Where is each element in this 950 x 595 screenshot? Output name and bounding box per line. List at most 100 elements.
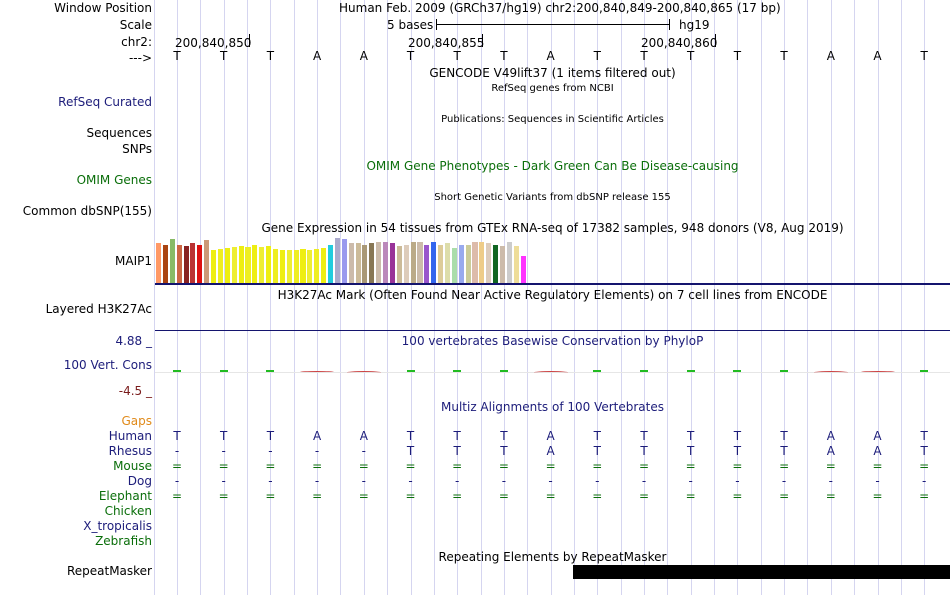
gtex-track-title[interactable]: Gene Expression in 54 tissues from GTEx … xyxy=(261,221,844,235)
gtex-tissue-bar[interactable] xyxy=(266,246,272,283)
alignment-base: T xyxy=(406,444,415,458)
alignment-base: - xyxy=(455,474,460,488)
gtex-tissue-bar[interactable] xyxy=(286,250,292,283)
species-label-dog[interactable]: Dog xyxy=(127,474,152,488)
species-label-rhesus[interactable]: Rhesus xyxy=(108,444,152,458)
gtex-tissue-bar[interactable] xyxy=(293,250,299,283)
gtex-tissue-bar[interactable] xyxy=(383,242,389,283)
gtex-tissue-bar[interactable] xyxy=(334,238,340,283)
gtex-tissue-bar[interactable] xyxy=(190,243,196,283)
gtex-tissue-bar[interactable] xyxy=(204,240,210,283)
gtex-tissue-bar[interactable] xyxy=(224,248,230,283)
gtex-tissue-bar[interactable] xyxy=(500,246,506,283)
gtex-tissue-bar[interactable] xyxy=(479,242,485,283)
alignment-base: A xyxy=(312,429,322,443)
gtex-tissue-bar[interactable] xyxy=(438,245,444,283)
gtex-tissue-bar[interactable] xyxy=(183,246,189,283)
gtex-tissue-bar[interactable] xyxy=(162,245,168,283)
strand-arrow-label[interactable]: ---> xyxy=(128,51,152,65)
gtex-tissue-bar[interactable] xyxy=(156,243,162,283)
gtex-tissue-bar[interactable] xyxy=(403,245,409,283)
gtex-tissue-bar[interactable] xyxy=(369,243,375,283)
track-label-snps[interactable]: SNPs xyxy=(122,142,152,156)
h3k27ac-track-title[interactable]: H3K27Ac Mark (Often Found Near Active Re… xyxy=(277,288,828,302)
gtex-tissue-bar[interactable] xyxy=(231,247,237,283)
track-label-omim[interactable]: OMIM Genes xyxy=(76,173,152,187)
gtex-tissue-bar[interactable] xyxy=(520,256,526,283)
gtex-tissue-bar[interactable] xyxy=(362,245,368,283)
track-label-dbsnp[interactable]: Common dbSNP(155) xyxy=(22,204,152,218)
species-label-xtropicalis[interactable]: X_tropicalis xyxy=(83,519,152,533)
gtex-tissue-bar[interactable] xyxy=(410,242,416,283)
track-label-refseq[interactable]: RefSeq Curated xyxy=(58,95,152,109)
gtex-tissue-bar[interactable] xyxy=(169,239,175,283)
gtex-tissue-bar[interactable] xyxy=(472,242,478,283)
gtex-tissue-bar[interactable] xyxy=(444,243,451,283)
gtex-tissue-bar[interactable] xyxy=(486,243,492,283)
gtex-tissue-bar[interactable] xyxy=(506,242,512,283)
track-label-sequences[interactable]: Sequences xyxy=(86,126,152,140)
publications-track-title[interactable]: Publications: Sequences in Scientific Ar… xyxy=(441,114,664,125)
gtex-tissue-bar[interactable] xyxy=(389,243,395,283)
multiz-track-title[interactable]: Multiz Alignments of 100 Vertebrates xyxy=(440,400,665,414)
gtex-tissue-bar[interactable] xyxy=(451,248,457,283)
gtex-tissue-bar[interactable] xyxy=(252,245,258,283)
gtex-tissue-bar[interactable] xyxy=(272,249,279,283)
gtex-tissue-bar[interactable] xyxy=(259,247,265,283)
gtex-tissue-bar[interactable] xyxy=(396,246,402,283)
gtex-tissue-bar[interactable] xyxy=(300,249,306,283)
species-label-human[interactable]: Human xyxy=(108,429,152,443)
phylop-track-title[interactable]: 100 vertebrates Basewise Conservation by… xyxy=(401,334,704,348)
guide-line xyxy=(807,0,808,595)
species-label-elephant[interactable]: Elephant xyxy=(98,489,152,503)
refseq-track-description: RefSeq genes from NCBI xyxy=(491,83,614,94)
species-label-mouse[interactable]: Mouse xyxy=(113,459,152,473)
track-label-vert-cons[interactable]: 100 Vert. Cons xyxy=(63,358,152,372)
base-letter: T xyxy=(593,49,601,63)
gtex-tissue-bar[interactable] xyxy=(328,245,334,283)
gtex-tissue-bar[interactable] xyxy=(176,245,182,283)
guide-line xyxy=(364,0,365,595)
gtex-tissue-bar[interactable] xyxy=(341,239,347,283)
gtex-tissue-bar[interactable] xyxy=(279,250,285,283)
gtex-tissue-bar[interactable] xyxy=(431,242,437,283)
repeatmasker-element[interactable] xyxy=(573,565,950,579)
track-label-gaps[interactable]: Gaps xyxy=(121,414,152,428)
gtex-tissue-bar[interactable] xyxy=(493,245,499,283)
guide-line xyxy=(481,0,482,595)
gencode-track-title[interactable]: GENCODE V49lift37 (1 items filtered out) xyxy=(429,66,676,80)
track-label-h3k27ac[interactable]: Layered H3K27Ac xyxy=(45,302,152,316)
gtex-tissue-bar[interactable] xyxy=(513,246,519,283)
gtex-tissue-bar[interactable] xyxy=(197,245,203,283)
phylop-positive-score xyxy=(920,370,929,372)
gtex-tissue-bar[interactable] xyxy=(376,242,382,283)
gtex-tissue-bar[interactable] xyxy=(348,243,354,283)
gtex-tissue-bar[interactable] xyxy=(238,246,244,283)
alignment-base: A xyxy=(359,429,368,443)
alignment-base: T xyxy=(453,444,461,458)
gtex-tissue-bar[interactable] xyxy=(245,247,251,283)
gtex-tissue-bar[interactable] xyxy=(321,248,327,283)
phylop-positive-score xyxy=(640,370,648,372)
repeatmasker-track-title[interactable]: Repeating Elements by RepeatMasker xyxy=(438,550,667,564)
alignment-base: - xyxy=(875,474,880,488)
alignment-base: = xyxy=(498,489,509,503)
gtex-tissue-bar[interactable] xyxy=(355,243,361,283)
gtex-tissue-bar[interactable] xyxy=(314,249,320,283)
gtex-tissue-bar[interactable] xyxy=(465,245,471,283)
species-label-zebrafish[interactable]: Zebrafish xyxy=(95,534,152,548)
coord-label-3: 200,840,860 xyxy=(641,36,718,50)
track-area[interactable]: Human Feb. 2009 (GRCh37/hg19) chr2:200,8… xyxy=(154,0,950,595)
track-label-maip1[interactable]: MAIP1 xyxy=(115,254,152,268)
gtex-tissue-bar[interactable] xyxy=(217,249,223,283)
gtex-tissue-bar[interactable] xyxy=(417,242,423,283)
gtex-tissue-bar[interactable] xyxy=(307,250,313,283)
dbsnp-track-title[interactable]: Short Genetic Variants from dbSNP releas… xyxy=(434,192,671,203)
gtex-tissue-bar[interactable] xyxy=(458,245,464,283)
omim-track-title[interactable]: OMIM Gene Phenotypes - Dark Green Can Be… xyxy=(366,159,739,173)
gtex-tissue-bar[interactable] xyxy=(211,250,217,283)
species-label-chicken[interactable]: Chicken xyxy=(104,504,152,518)
track-label-repeatmasker[interactable]: RepeatMasker xyxy=(66,564,152,578)
alignment-base: = xyxy=(732,489,743,503)
gtex-tissue-bar[interactable] xyxy=(424,245,430,283)
